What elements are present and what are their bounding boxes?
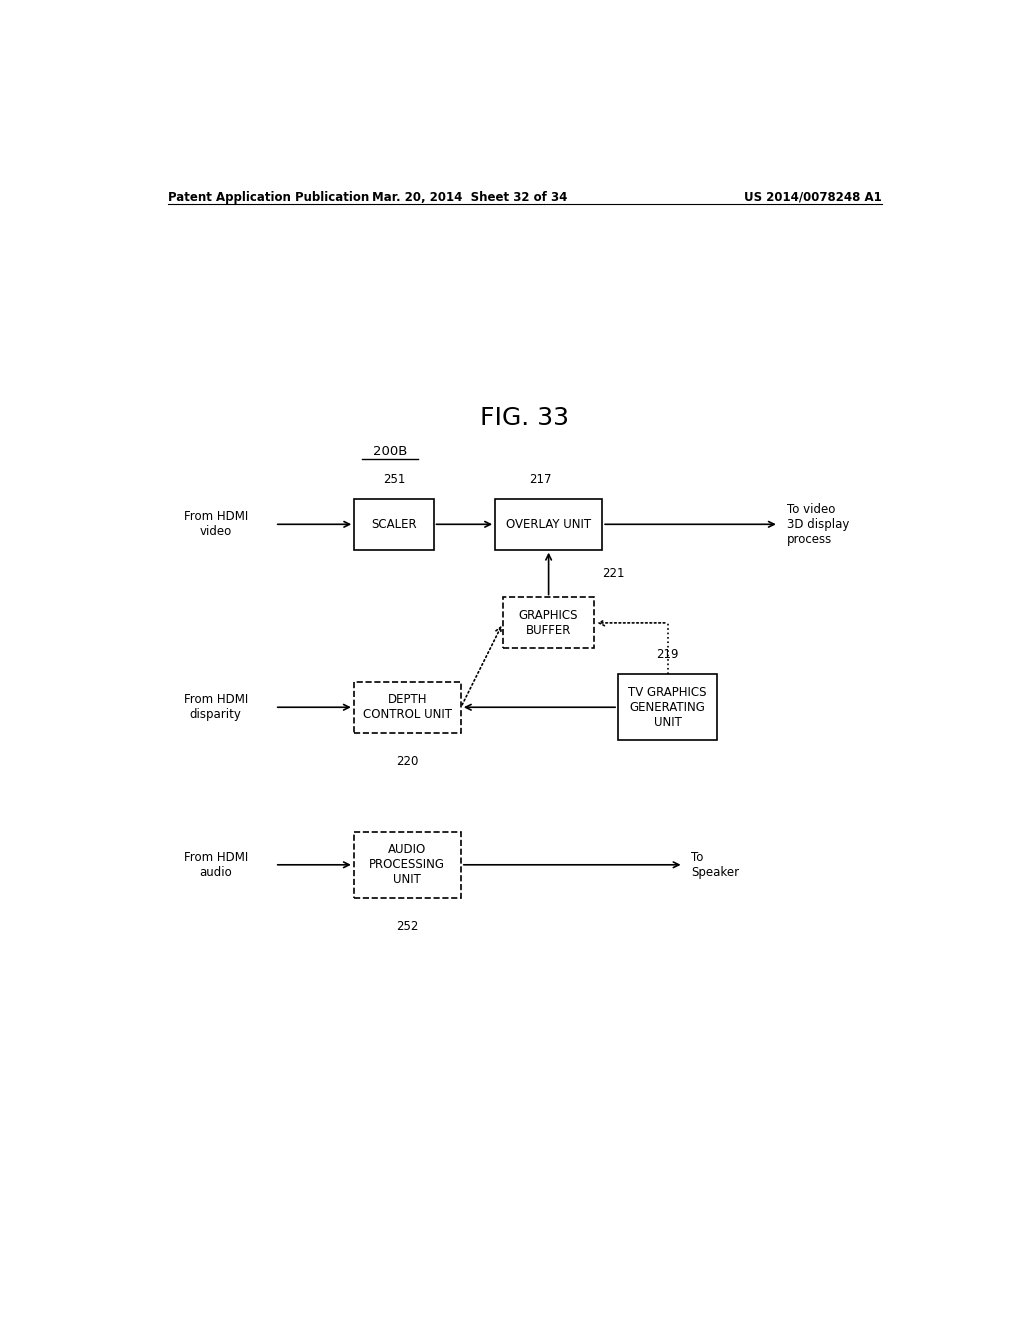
Text: 217: 217: [529, 473, 552, 486]
FancyBboxPatch shape: [495, 499, 602, 549]
Text: To video
3D display
process: To video 3D display process: [786, 503, 849, 545]
Text: From HDMI
disparity: From HDMI disparity: [183, 693, 248, 721]
FancyBboxPatch shape: [503, 598, 594, 648]
Text: 221: 221: [602, 568, 625, 579]
Text: 200B: 200B: [373, 445, 408, 458]
Text: 252: 252: [396, 920, 419, 933]
Text: OVERLAY UNIT: OVERLAY UNIT: [506, 517, 591, 531]
FancyBboxPatch shape: [353, 832, 461, 898]
FancyBboxPatch shape: [618, 675, 717, 741]
Text: US 2014/0078248 A1: US 2014/0078248 A1: [744, 190, 882, 203]
Text: From HDMI
audio: From HDMI audio: [183, 851, 248, 879]
Text: From HDMI
video: From HDMI video: [183, 511, 248, 539]
Text: Mar. 20, 2014  Sheet 32 of 34: Mar. 20, 2014 Sheet 32 of 34: [372, 190, 567, 203]
Text: 251: 251: [383, 473, 406, 486]
Text: DEPTH
CONTROL UNIT: DEPTH CONTROL UNIT: [362, 693, 452, 721]
Text: GRAPHICS
BUFFER: GRAPHICS BUFFER: [519, 609, 579, 636]
Text: TV GRAPHICS
GENERATING
UNIT: TV GRAPHICS GENERATING UNIT: [629, 686, 707, 729]
Text: AUDIO
PROCESSING
UNIT: AUDIO PROCESSING UNIT: [370, 843, 445, 886]
Text: Patent Application Publication: Patent Application Publication: [168, 190, 369, 203]
FancyBboxPatch shape: [353, 682, 461, 733]
Text: 219: 219: [656, 648, 679, 661]
FancyBboxPatch shape: [354, 499, 433, 549]
Text: FIG. 33: FIG. 33: [480, 405, 569, 429]
Text: 220: 220: [396, 755, 419, 768]
Text: To
Speaker: To Speaker: [691, 851, 739, 879]
Text: SCALER: SCALER: [371, 517, 417, 531]
